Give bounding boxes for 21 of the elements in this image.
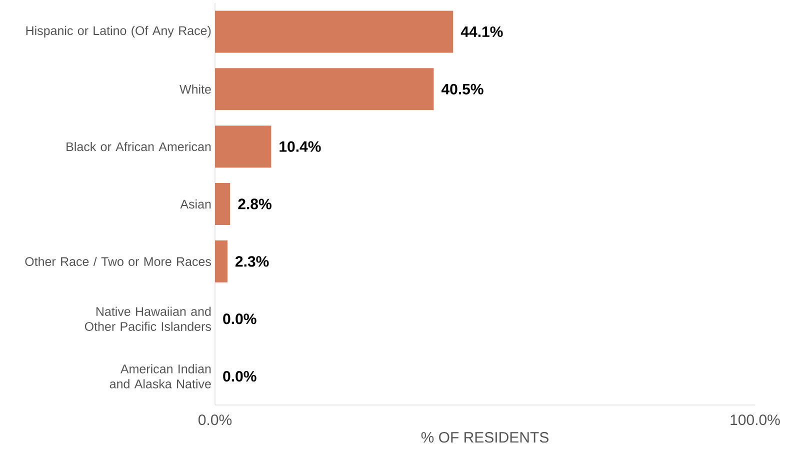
data-label: 2.3% <box>235 256 269 267</box>
x-axis-title: % OF RESIDENTS <box>421 432 548 443</box>
bar <box>215 68 434 110</box>
x-tick-label: 100.0% <box>730 414 780 426</box>
data-label: 40.5% <box>441 84 484 94</box>
data-label: 0.0% <box>223 314 256 324</box>
y-tick-label: Hispanic or Latino (Of Any Race) <box>26 26 211 38</box>
data-label: 2.8% <box>238 198 272 210</box>
y-tick-label: American Indian and Alaska Native <box>110 364 211 388</box>
data-label: 10.4% <box>280 141 321 152</box>
bar <box>215 126 272 168</box>
y-tick-label: Native Hawaiian and Other Pacific Islanders <box>84 306 212 331</box>
y-tick-label: Asian <box>180 199 211 209</box>
data-label: 44.1% <box>460 26 503 37</box>
y-tick-label: White <box>180 84 211 94</box>
bar <box>215 183 230 225</box>
bar <box>215 240 228 282</box>
bar <box>215 10 454 53</box>
y-tick-label: Other Race / Two or More Races <box>25 256 211 266</box>
data-label: 0.0% <box>223 370 256 382</box>
y-tick-label: Black or African American <box>66 142 211 152</box>
